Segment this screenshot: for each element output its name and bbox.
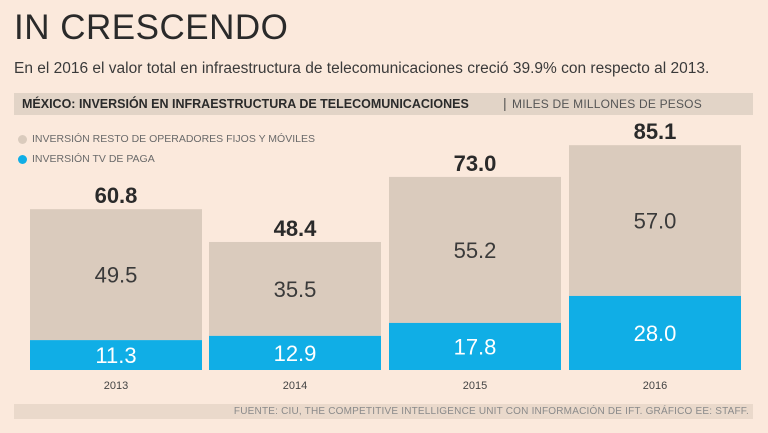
band-units: MILES DE MILLONES DE PESOS [512, 97, 702, 111]
bar-label-tv-2015: 17.8 [454, 334, 497, 359]
bar-label-rest-2014: 35.5 [274, 277, 317, 302]
bar-rest-2015 [389, 176, 561, 323]
total-label-2013: 60.8 [95, 183, 138, 208]
total-label-2016: 85.1 [634, 119, 677, 144]
bar-label-tv-2013: 11.3 [95, 343, 136, 368]
x-tick-2014: 2014 [283, 380, 307, 392]
band-separator: | [503, 95, 507, 111]
total-label-2015: 73.0 [454, 151, 497, 176]
bar-tv-2016 [569, 295, 741, 370]
x-tick-2015: 2015 [463, 380, 487, 392]
bar-tv-2014 [209, 335, 381, 370]
legend-label-rest: INVERSIÓN RESTO DE OPERADORES FIJOS Y MÓ… [32, 133, 315, 145]
bar-tv-2013 [30, 340, 202, 370]
bar-label-tv-2014: 12.9 [274, 341, 317, 366]
bar-label-rest-2015: 55.2 [454, 238, 497, 263]
bar-rest-2016 [569, 145, 741, 296]
bar-label-rest-2013: 49.5 [95, 263, 138, 288]
chart-title: IN CRESCENDO [14, 8, 289, 47]
x-tick-2016: 2016 [643, 380, 667, 392]
chart-subtitle: En el 2016 el valor total en infraestruc… [14, 60, 710, 77]
legend-item-rest: INVERSIÓN RESTO DE OPERADORES FIJOS Y MÓ… [18, 133, 315, 145]
legend-label-tv: INVERSIÓN TV DE PAGA [32, 153, 155, 165]
source-note: FUENTE: CIU, THE COMPETITIVE INTELLIGENC… [233, 406, 749, 417]
source-band: FUENTE: CIU, THE COMPETITIVE INTELLIGENC… [14, 404, 753, 419]
bar-rest-2014 [209, 241, 381, 336]
bar-rest-2013 [30, 209, 202, 341]
legend-item-tv: INVERSIÓN TV DE PAGA [18, 153, 155, 165]
legend-swatch-tv [18, 154, 27, 164]
band-title: MÉXICO: INVERSIÓN EN INFRAESTRUCTURA DE … [22, 97, 469, 111]
bar-label-tv-2016: 28.0 [634, 321, 677, 346]
bar-label-rest-2016: 57.0 [634, 209, 677, 234]
chart-header-band: MÉXICO: INVERSIÓN EN INFRAESTRUCTURA DE … [14, 93, 753, 115]
x-tick-2013: 2013 [104, 380, 128, 392]
legend-swatch-rest [18, 134, 27, 144]
bar-tv-2015 [389, 322, 561, 370]
total-label-2014: 48.4 [274, 216, 318, 241]
